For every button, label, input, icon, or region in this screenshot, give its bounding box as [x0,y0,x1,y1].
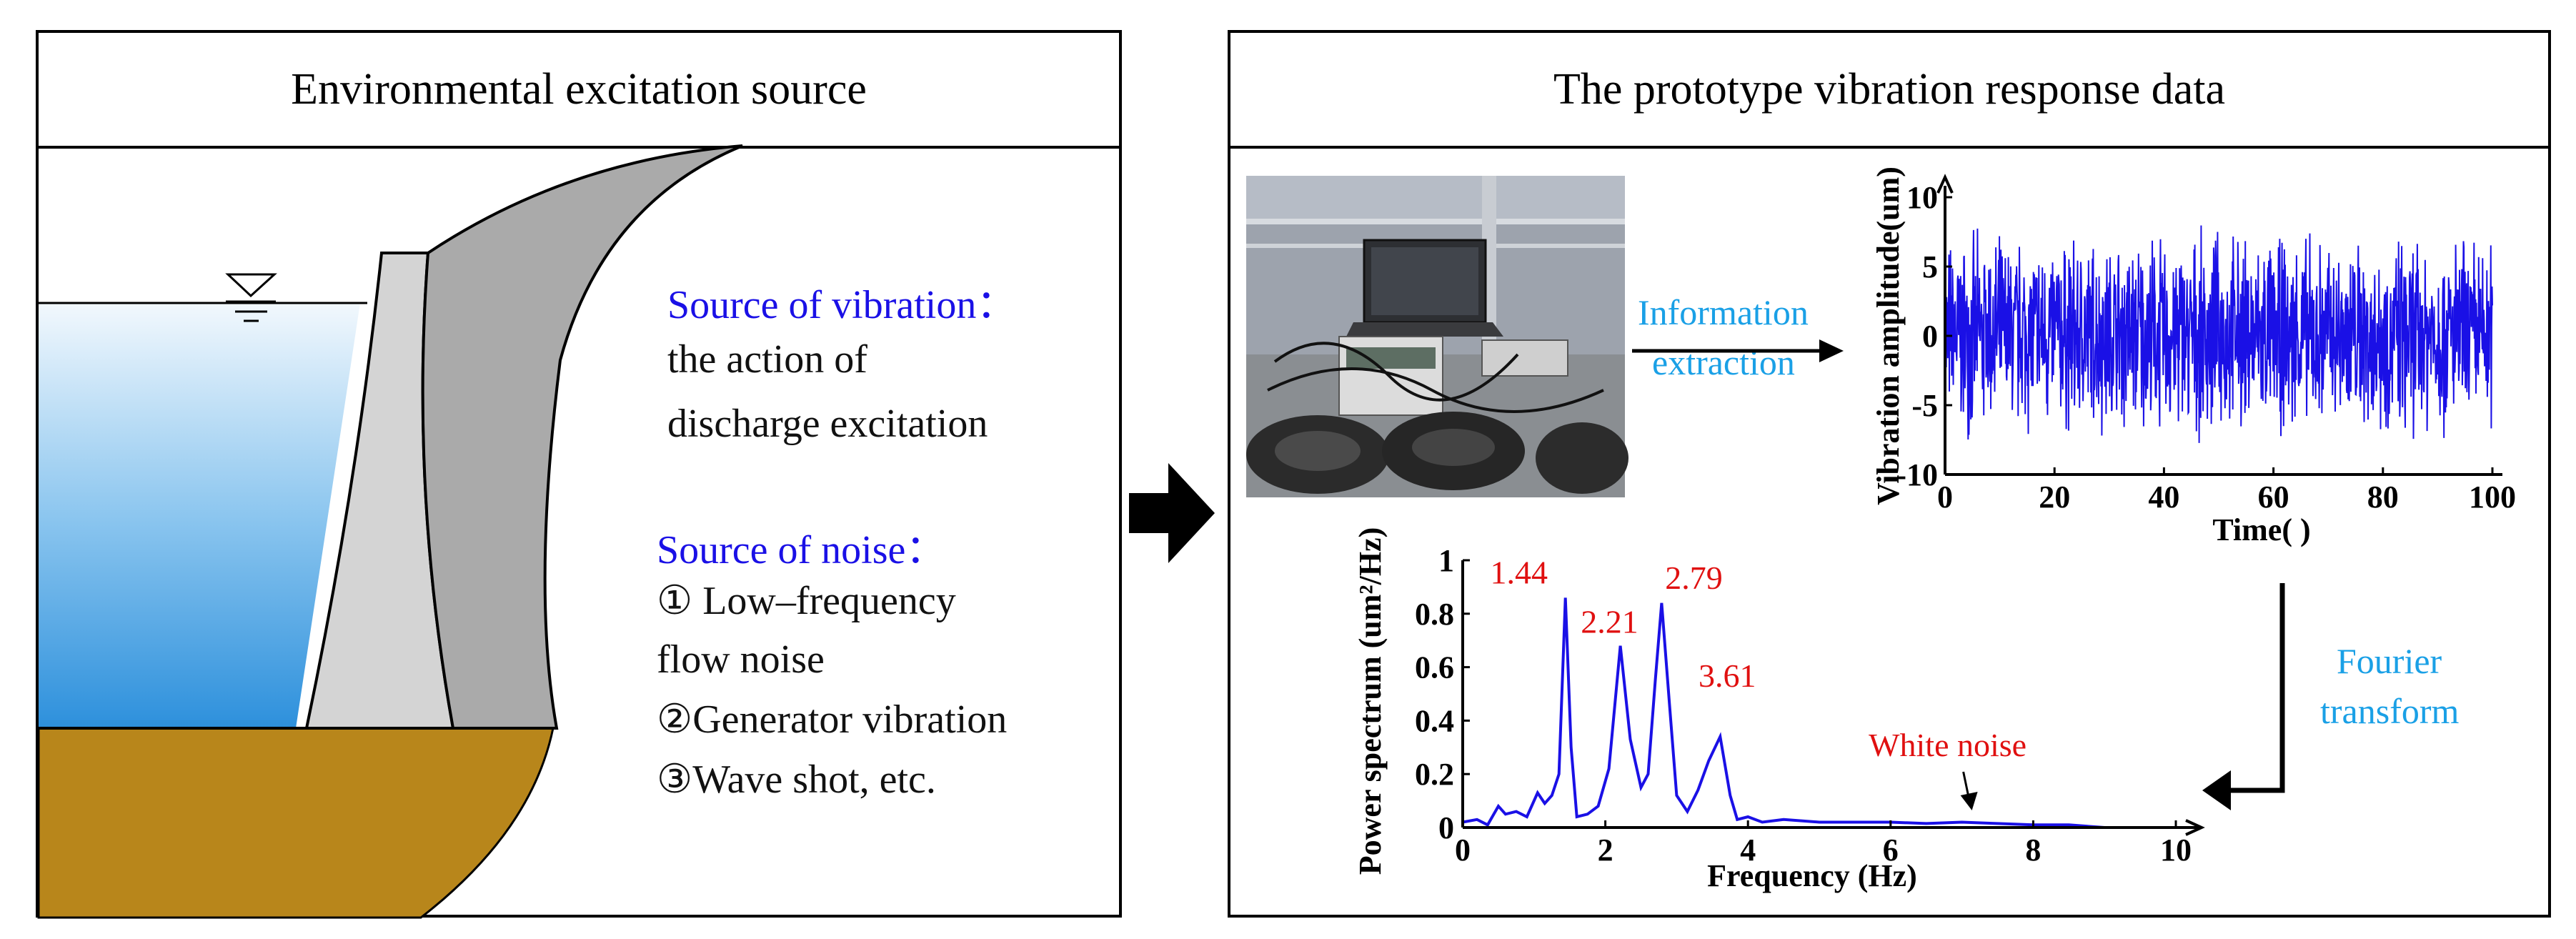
power-spectrum-chart: 0 2 4 6 8 10 1 0.8 0.6 0.4 0.2 0 Frequency (Hz) Power… [1353,527,2205,893]
spec-x-tick-label: 6 [1883,833,1899,868]
white-noise-arrowhead-icon [1960,792,1978,810]
time-x-axis-label: Time( ) [2212,512,2310,547]
spec-y-tick-label: 0.8 [1415,597,1454,632]
peak-label: 2.79 [1665,560,1723,596]
vibration-source-line-2: discharge excitation [667,402,988,446]
spec-x-tick-label: 2 [1598,833,1613,868]
spec-x-tick-label: 4 [1740,833,1756,868]
fourier-arrow-icon [2202,583,2285,810]
left-panel: Environmental excitation source [36,30,1122,919]
time-y-tick-label: 5 [1922,249,1938,284]
time-series-chart: 0 20 40 60 80 100 10 5 0 -5 -10 Time( ) Vibration am… [1871,167,2516,547]
right-panel-title: The prototype vibration response data [1230,33,2548,149]
time-x-tick-label: 100 [2469,480,2516,515]
noise-source-line-1: ① Low–frequency [657,579,956,623]
spec-x-axis-arrowhead [2185,819,2205,836]
time-x-tick-label: 0 [1937,480,1953,515]
flow-arrow-icon [1129,463,1215,563]
peak-label: 2.21 [1581,604,1638,640]
foundation-ground [37,727,555,919]
fourier-label-1: Fourier [2337,641,2442,681]
power-spectrum-line [1462,597,2176,829]
time-y-axis-arrowhead [1936,174,1954,194]
info-extraction-label-1: Information [1638,292,1809,332]
spec-y-tick-label: 0.2 [1415,757,1454,792]
info-extraction-label-2: extraction [1652,342,1795,382]
white-noise-label: White noise [1869,727,2027,763]
time-y-tick-label: -5 [1911,388,1938,423]
spec-x-tick-label: 10 [2160,833,2192,868]
dam-body [421,144,743,730]
info-extraction-arrow-icon [1632,339,1844,362]
vibration-source-heading: Source of vibration： [667,283,1017,327]
time-x-tick-label: 60 [2258,480,2289,515]
vibration-signal-line [1944,225,2493,443]
vibration-source-line-1: the action of [667,337,867,382]
noise-source-heading: Source of noise： [657,528,946,572]
spec-x-axis-label: Frequency (Hz) [1707,858,1917,893]
time-y-tick-label: 10 [1906,180,1938,215]
dam-illustration [37,144,743,919]
peak-label: 3.61 [1699,657,1756,694]
left-panel-title: Environmental excitation source [39,33,1119,149]
right-panel: The prototype vibration response data In… [1228,30,2551,918]
time-x-tick-label: 40 [2148,480,2179,515]
equipment-photo [1246,176,1628,497]
spec-y-axis-label: Power spectrum (um²/Hz) [1353,527,1388,875]
noise-source-line-2: flow noise [657,637,825,682]
spec-y-tick-label: 1 [1438,543,1454,578]
reservoir-water [39,303,360,728]
noise-source-line-3: ②Generator vibration [657,697,1008,742]
time-x-tick-label: 80 [2367,480,2399,515]
time-y-tick-label: 0 [1922,319,1938,354]
spec-y-tick-label: 0.4 [1415,703,1454,738]
water-level-icon [225,273,277,322]
spec-x-tick-label: 0 [1455,833,1471,868]
spec-y-tick-label: 0.6 [1415,650,1454,685]
spec-x-tick-label: 8 [2025,833,2041,868]
spec-y-tick-label: 0 [1438,810,1454,845]
time-x-tick-label: 20 [2039,480,2070,515]
time-y-tick-label: -10 [1896,457,1938,492]
peak-label: 1.44 [1490,554,1548,590]
fourier-label-2: transform [2320,691,2460,731]
time-y-axis-label: Vibration amplitude(um) [1871,167,1906,505]
noise-source-line-4: ③Wave shot, etc. [657,757,936,802]
